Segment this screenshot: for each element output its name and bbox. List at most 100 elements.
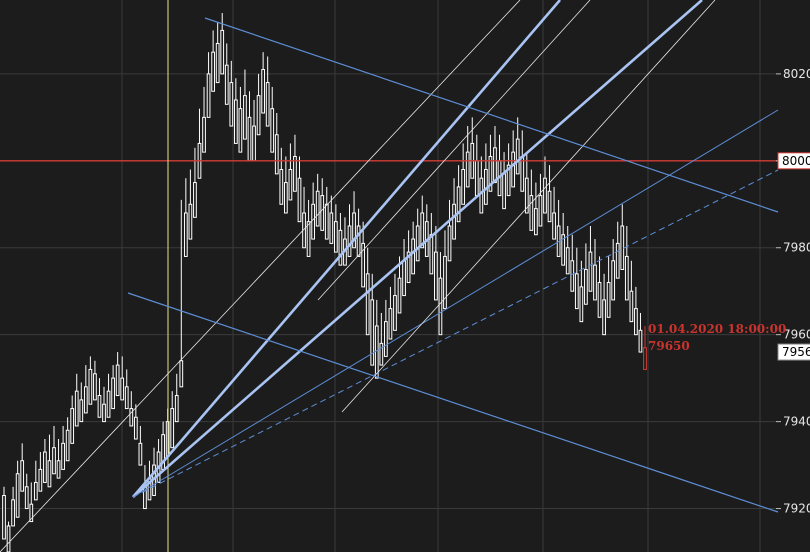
candle-body-38 <box>174 395 179 423</box>
candle-body-69 <box>315 190 320 227</box>
candle-body-76 <box>347 225 352 257</box>
candle-body-137 <box>624 255 629 301</box>
candle-body-134 <box>611 260 616 301</box>
candle-body-79 <box>361 242 366 288</box>
candle-body-115 <box>524 177 529 214</box>
candle-body-57 <box>261 69 265 114</box>
candle-body-89 <box>406 251 411 284</box>
candle-body-48 <box>220 29 225 75</box>
candle-body-37 <box>170 408 175 449</box>
channel-line-outer[interactable] <box>0 0 521 552</box>
fan-line-thin[interactable] <box>132 109 779 498</box>
candle-body-86 <box>393 295 397 331</box>
candle-body-138 <box>629 290 634 323</box>
y-tick-label-5: 7920 <box>783 502 810 516</box>
candle-body-128 <box>584 268 588 305</box>
current-price-label: 7956 <box>782 345 810 359</box>
candle-body-6 <box>29 503 34 523</box>
candle-body-59 <box>270 108 275 153</box>
candle-body-4 <box>20 460 25 492</box>
candle-body-126 <box>574 273 579 310</box>
candle-body-16 <box>74 390 79 427</box>
candle-body-121 <box>552 212 556 240</box>
candle-body-133 <box>606 282 611 318</box>
candle-body-41 <box>188 203 193 240</box>
candle-body-141 <box>643 347 647 370</box>
candle-body-65 <box>297 177 302 223</box>
candle-body-68 <box>311 203 315 240</box>
candle-body-49 <box>224 64 229 105</box>
candle-body-120 <box>547 190 552 223</box>
candle-body-25 <box>115 364 120 397</box>
candle-body-129 <box>588 251 593 292</box>
level-label: 8000 <box>782 154 810 168</box>
candle-body-17 <box>79 399 84 423</box>
candle-body-78 <box>356 225 361 257</box>
candle-body-27 <box>124 386 129 410</box>
candle-body-83 <box>379 342 384 366</box>
candle-body-87 <box>397 277 402 314</box>
current-price-box <box>777 343 810 361</box>
candle-body-118 <box>538 195 543 227</box>
candle-body-92 <box>420 212 425 249</box>
candle-body-84 <box>384 321 388 357</box>
candle-body-45 <box>206 73 211 118</box>
candle-body-111 <box>506 164 511 197</box>
candle-body-71 <box>324 203 329 240</box>
candle-body-95 <box>434 251 438 301</box>
candle-body-80 <box>365 273 370 336</box>
candle-body-12 <box>56 460 61 479</box>
candle-body-26 <box>120 377 125 401</box>
candle-body-64 <box>293 155 297 192</box>
fan-line-1x2[interactable] <box>132 0 703 498</box>
descending-trendline-upper[interactable] <box>204 17 779 213</box>
candle-body-11 <box>52 447 56 475</box>
candle-body-52 <box>238 108 243 153</box>
candle-body-140 <box>638 329 643 353</box>
channel-line-mid[interactable] <box>317 0 591 301</box>
candle-body-50 <box>229 82 234 127</box>
candle-body-100 <box>456 186 461 223</box>
candle-body-61 <box>279 169 284 205</box>
candle-body-5 <box>24 486 29 510</box>
candle-body-62 <box>283 182 288 214</box>
descending-trendline-lower[interactable] <box>127 292 779 513</box>
candle-body-39 <box>179 360 184 388</box>
price-axis: 80208000798079607940792080007956 <box>776 67 810 516</box>
candle-body-74 <box>338 229 343 266</box>
candle-body-90 <box>411 238 416 275</box>
candle-body-56 <box>256 95 261 136</box>
candle-body-107 <box>488 155 493 192</box>
candle-body-14 <box>65 429 70 462</box>
candle-body-28 <box>129 408 134 427</box>
candle-body-60 <box>274 134 279 175</box>
candle-body-72 <box>329 212 334 244</box>
candle-body-9 <box>43 451 47 483</box>
candle-body-8 <box>38 468 43 492</box>
candle-body-0 <box>2 494 6 540</box>
candle-body-81 <box>370 299 375 366</box>
candle-body-30 <box>138 442 143 466</box>
candle-body-119 <box>543 177 547 214</box>
drawing-lines[interactable] <box>0 0 779 552</box>
candle-body-139 <box>634 308 638 336</box>
fan-line-dashed[interactable] <box>132 169 779 498</box>
candle-body-13 <box>61 442 65 470</box>
candle-body-91 <box>415 225 420 262</box>
candle-body-58 <box>265 82 270 127</box>
fan-line-1x1[interactable] <box>132 0 561 498</box>
candle-body-1 <box>6 525 11 552</box>
candle-body-10 <box>47 460 52 488</box>
candle-body-67 <box>306 221 311 257</box>
y-tick-label-4: 7940 <box>783 415 810 429</box>
candle-body-135 <box>615 242 620 279</box>
candle-body-44 <box>202 116 206 153</box>
candle-body-130 <box>593 264 597 301</box>
channel-line-inner[interactable] <box>341 0 716 413</box>
candle-body-23 <box>106 390 111 418</box>
candle-body-22 <box>102 403 106 423</box>
annotation-price: 79650 <box>648 339 690 353</box>
candle-body-98 <box>447 225 452 262</box>
